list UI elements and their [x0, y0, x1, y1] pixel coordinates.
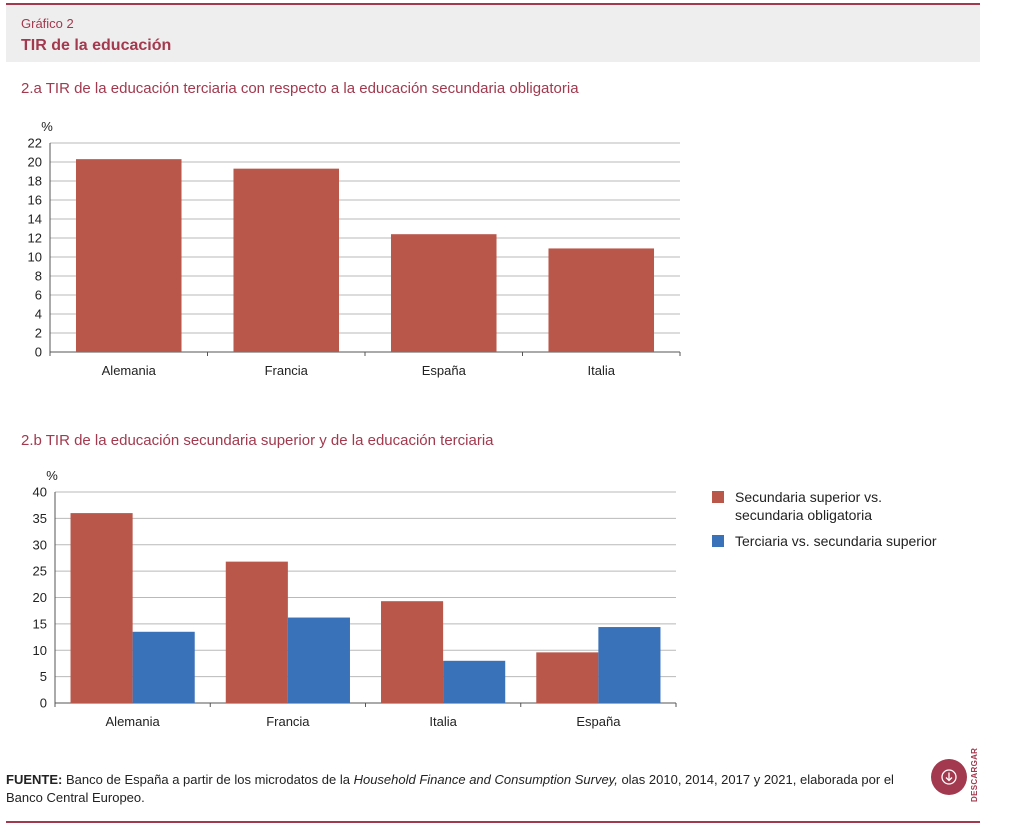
- chart-b-xtick-label: Alemania: [106, 714, 161, 729]
- download-button[interactable]: [931, 759, 967, 795]
- chart-a-ytick-label: 12: [28, 231, 42, 246]
- chart-a-ytick-label: 6: [35, 288, 42, 303]
- chart-b-bar-españa-s1: [536, 652, 599, 703]
- chart-b-ytick-label: 0: [40, 696, 47, 711]
- bottom-rule: [6, 821, 980, 823]
- chart-a-ytick-label: 2: [35, 326, 42, 341]
- download-label[interactable]: DESCARGAR: [970, 747, 979, 802]
- chart-a-xtick-label: España: [422, 363, 467, 378]
- chart-b-bar-italia-s1: [381, 601, 444, 703]
- chart-a-ytick-label: 16: [28, 193, 42, 208]
- chart-b-bar-francia-s2: [287, 617, 350, 703]
- legend-item: Secundaria superior vs. secundaria oblig…: [712, 488, 972, 524]
- source-note: FUENTE: Banco de España a partir de los …: [6, 771, 926, 807]
- chart-a-bar-alemania: [75, 159, 182, 352]
- chart-a-ytick-label: 22: [28, 136, 42, 151]
- chart-b-ytick-label: 35: [33, 511, 47, 526]
- chart-b-xtick-label: Italia: [429, 714, 457, 729]
- chart-b-ytick-label: 15: [33, 616, 47, 631]
- chart-a-ytick-label: 8: [35, 269, 42, 284]
- legend-label: Secundaria superior vs.: [735, 489, 883, 505]
- chart-a-ytick-label: 0: [35, 345, 42, 360]
- source-text-end: olas 2010, 2014, 2017 y 2021, elaborada …: [6, 772, 894, 805]
- chart-b-bar-españa-s2: [598, 627, 661, 703]
- chart-kicker: Gráfico 2: [21, 16, 74, 31]
- chart-b-bar-italia-s2: [443, 660, 506, 703]
- chart-b-xtick-label: Francia: [266, 714, 310, 729]
- source-label: FUENTE:: [6, 772, 63, 787]
- legend-swatch-blue: [712, 535, 724, 547]
- download-arrow-icon: [941, 769, 957, 785]
- chart-a-bar-italia: [548, 248, 655, 352]
- chart-b-ytick-label: 30: [33, 537, 47, 552]
- chart-a: 0 2 4 6 8 10 12 14 16 18 20 22% Alemania Francia Españ…: [28, 119, 681, 378]
- chart-b-ytick-label: 40: [33, 485, 47, 500]
- chart-b-bar-alemania-s2: [132, 631, 195, 703]
- chart-header: Gráfico 2 TIR de la educación: [6, 3, 980, 62]
- chart-a-bar-francia: [233, 168, 340, 352]
- chart-b-bar-francia-s1: [225, 561, 288, 703]
- chart-a-ylabel: %: [41, 119, 53, 134]
- chart-a-title: 2.a TIR de la educación terciaria con re…: [21, 80, 579, 97]
- chart-b-ytick-label: 20: [33, 590, 47, 605]
- legend-label: secundaria obligatoria: [735, 507, 872, 523]
- chart-a-ytick-label: 10: [28, 250, 42, 265]
- legend-label: Terciaria vs. secundaria superior: [735, 533, 937, 549]
- chart-b-bar-alemania-s1: [70, 513, 133, 703]
- legend-swatch-red: [712, 491, 724, 503]
- chart-b: 0 5 10 15 20 25 30 35 40% Alemania Francia Italia Es…: [33, 468, 677, 729]
- chart-b-ylabel: %: [46, 468, 58, 483]
- chart-a-bar-españa: [390, 234, 497, 352]
- chart-a-xtick-label: Alemania: [102, 363, 157, 378]
- chart-a-ytick-label: 14: [28, 212, 42, 227]
- chart-b-ytick-label: 10: [33, 643, 47, 658]
- chart-b-legend: Secundaria superior vs. secundaria oblig…: [712, 488, 972, 558]
- chart-a-ytick-label: 4: [35, 307, 42, 322]
- chart-b-ytick-label: 25: [33, 564, 47, 579]
- chart-a-ytick-label: 18: [28, 174, 42, 189]
- chart-title: TIR de la educación: [21, 37, 172, 54]
- chart-b-ytick-label: 5: [40, 669, 47, 684]
- chart-b-xtick-label: España: [576, 714, 621, 729]
- chart-a-xtick-label: Francia: [265, 363, 309, 378]
- source-survey-name: Household Finance and Consumption Survey…: [353, 772, 618, 787]
- chart-a-ytick-label: 20: [28, 155, 42, 170]
- legend-item: Terciaria vs. secundaria superior: [712, 532, 972, 550]
- chart-a-xtick-label: Italia: [588, 363, 616, 378]
- chart-b-title: 2.b TIR de la educación secundaria super…: [21, 432, 494, 449]
- source-text: Banco de España a partir de los microdat…: [62, 772, 354, 787]
